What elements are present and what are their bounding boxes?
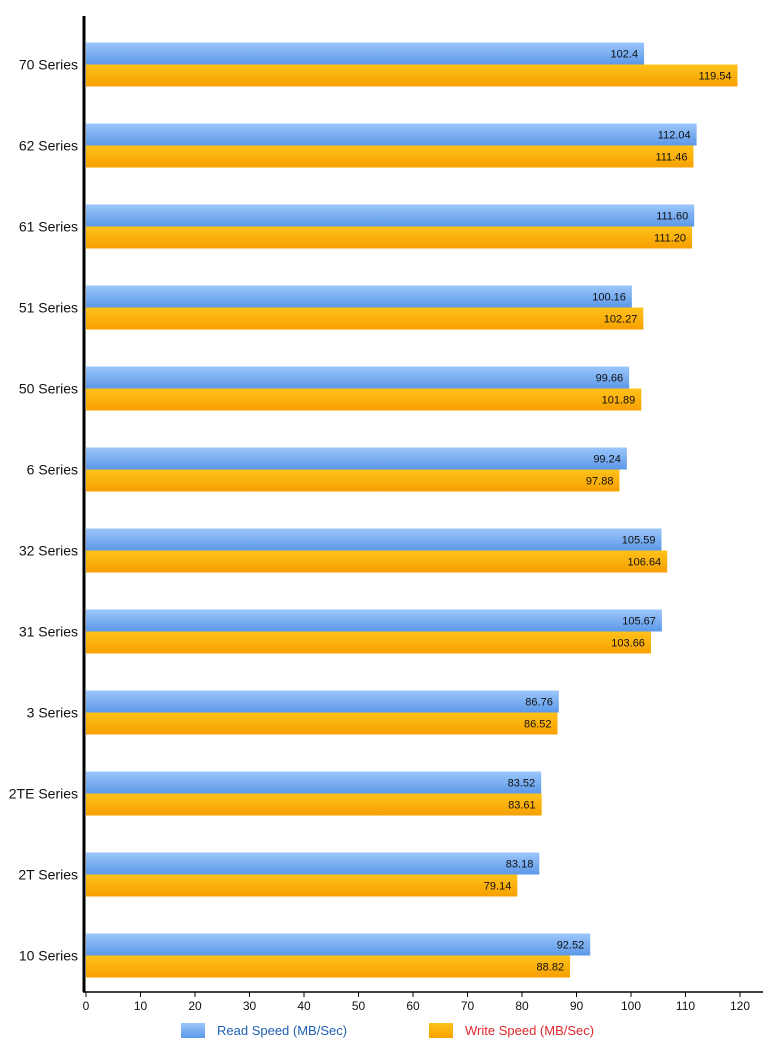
value-label-write: 103.66 xyxy=(611,638,645,650)
category-label: 62 Series xyxy=(19,138,78,154)
value-label-read: 99.24 xyxy=(593,454,621,466)
bar-write xyxy=(86,469,620,492)
bar-write xyxy=(86,145,694,168)
bar-read xyxy=(86,933,591,956)
value-label-write: 88.82 xyxy=(537,962,565,974)
category-label: 3 Series xyxy=(27,705,78,721)
value-label-write: 111.20 xyxy=(654,233,686,245)
legend-write-swatch xyxy=(429,1022,453,1038)
value-label-read: 83.18 xyxy=(506,859,534,871)
bar-read xyxy=(86,285,632,308)
value-label-read: 112.04 xyxy=(658,130,691,142)
bar-read xyxy=(86,528,662,551)
value-label-read: 86.76 xyxy=(525,697,553,709)
x-tick-label: 120 xyxy=(730,999,750,1013)
bar-write xyxy=(86,793,542,816)
bar-write xyxy=(86,550,668,573)
bar-read xyxy=(86,123,697,146)
legend-read-label: Read Speed (MB/Sec) xyxy=(217,1022,348,1038)
category-label: 51 Series xyxy=(19,300,78,316)
bar-write xyxy=(86,64,738,87)
value-label-write: 106.64 xyxy=(628,557,662,569)
legend-read: Read Speed (MB/Sec) xyxy=(181,1020,347,1040)
category-label: 6 Series xyxy=(27,462,78,478)
bar-read xyxy=(86,852,540,875)
category-label: 61 Series xyxy=(19,219,78,235)
bars-group xyxy=(86,42,738,978)
value-label-read: 105.59 xyxy=(622,535,656,547)
x-tick-label: 80 xyxy=(515,999,529,1013)
x-tick-label: 50 xyxy=(352,999,366,1013)
category-label: 2T Series xyxy=(18,867,78,883)
bar-write xyxy=(86,955,571,978)
x-tick-label: 40 xyxy=(297,999,311,1013)
bar-read xyxy=(86,690,559,713)
bar-write xyxy=(86,631,651,654)
legend-write-label: Write Speed (MB/Sec) xyxy=(465,1022,595,1038)
bar-read xyxy=(86,366,630,389)
axes-group: 0 10 20 30 40 50 60 70 80 90 100 110 120 xyxy=(82,16,763,1013)
value-label-write: 102.27 xyxy=(604,314,638,326)
x-tick-label: 110 xyxy=(676,999,695,1013)
category-label: 31 Series xyxy=(19,624,78,640)
value-label-read: 99.66 xyxy=(596,373,624,385)
x-tick-label: 30 xyxy=(243,999,257,1013)
bar-read xyxy=(86,609,662,632)
value-label-read: 111.60 xyxy=(656,211,688,223)
legend-read-swatch xyxy=(181,1022,205,1038)
bar-write xyxy=(86,388,642,411)
bar-write xyxy=(86,712,558,735)
bar-write xyxy=(86,307,644,330)
bar-write xyxy=(86,226,693,249)
bar-read xyxy=(86,42,645,65)
value-labels-group: 102.4 119.54 112.04 111.46 111.60 111.20 100.1… xyxy=(484,49,732,974)
x-tick-label: 100 xyxy=(621,999,641,1013)
x-tick-label: 70 xyxy=(461,999,475,1013)
value-label-write: 119.54 xyxy=(699,71,732,83)
value-label-read: 105.67 xyxy=(622,616,656,628)
value-label-write: 79.14 xyxy=(484,881,512,893)
value-label-write: 86.52 xyxy=(524,719,552,731)
category-label: 50 Series xyxy=(19,381,78,397)
x-tick-label: 0 xyxy=(83,999,90,1013)
x-tick-label: 20 xyxy=(188,999,202,1013)
value-label-write: 83.61 xyxy=(508,800,536,812)
category-label: 70 Series xyxy=(19,57,78,73)
bar-write xyxy=(86,874,518,897)
value-label-write: 111.46 xyxy=(655,152,687,164)
value-label-write: 101.89 xyxy=(602,395,636,407)
bar-read xyxy=(86,771,542,794)
category-labels-group: 70 Series 62 Series 61 Series 51 Series 50 S… xyxy=(9,57,78,964)
value-label-read: 102.4 xyxy=(611,49,639,61)
value-label-read: 83.52 xyxy=(508,778,536,790)
x-tick-label: 10 xyxy=(134,999,148,1013)
category-label: 2TE Series xyxy=(9,786,78,802)
x-tick-label: 60 xyxy=(406,999,420,1013)
bar-read xyxy=(86,447,627,470)
value-label-write: 97.88 xyxy=(586,476,614,488)
legend-write: Write Speed (MB/Sec) xyxy=(429,1020,594,1040)
bar-read xyxy=(86,204,695,227)
value-label-read: 92.52 xyxy=(557,940,585,952)
value-label-read: 100.16 xyxy=(592,292,626,304)
category-label: 10 Series xyxy=(19,948,78,964)
category-label: 32 Series xyxy=(19,543,78,559)
x-tick-label: 90 xyxy=(570,999,584,1013)
